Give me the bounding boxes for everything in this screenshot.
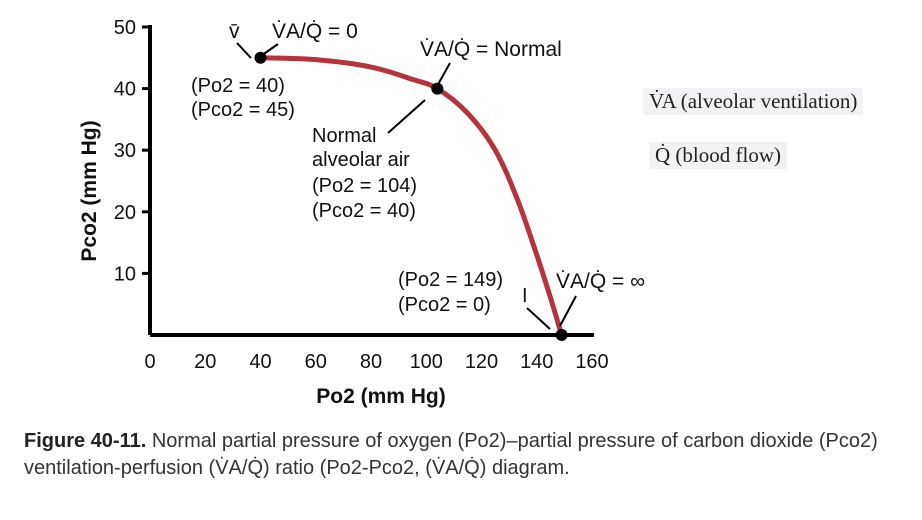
data-point-2 (555, 329, 568, 341)
inspired-po2-label: (Po2 = 149) (398, 269, 503, 291)
normal-pco2-label: (Pco2 = 40) (312, 200, 416, 222)
legend-alveolar-ventilation: V̇A (alveolar ventilation) (643, 88, 864, 115)
x-tick-label: 20 (194, 351, 216, 373)
x-tick-label: 40 (249, 351, 271, 373)
x-tick-label: 60 (305, 351, 327, 373)
venous-po2-label: (Po2 = 40) (191, 75, 285, 97)
po2-pco2-diagram: 10 20 30 40 50 0 20 40 60 80 100 120 140 160 Po2 (mm H… (78, 17, 645, 408)
normal-po2-label: (Po2 = 104) (312, 175, 417, 197)
data-point-1 (431, 82, 444, 95)
x-tick-label: 160 (575, 351, 608, 373)
normal-label-line1: Normal (312, 125, 376, 147)
leader-ratio-zero (257, 43, 279, 59)
point-label-inspired: I (522, 285, 528, 307)
caption-text: Normal partial pressure of oxygen (Po2)–… (24, 430, 878, 479)
ratio-label-zero: V̇A/Q̇ = 0 (272, 20, 358, 43)
leader-ratio-infinity (559, 295, 577, 327)
va-q-curve (258, 55, 565, 338)
y-tick-label: 50 (114, 17, 136, 39)
ratio-label-normal: V̇A/Q̇ = Normal (420, 38, 562, 61)
x-tick-label: 100 (410, 351, 443, 373)
y-tick-label: 20 (114, 202, 136, 224)
venous-pco2-label: (Pco2 = 45) (191, 99, 295, 121)
inspired-pco2-label: (Pco2 = 0) (398, 294, 491, 316)
x-axis-label: Po2 (mm Hg) (316, 385, 446, 408)
x-tick-label: 140 (520, 351, 553, 373)
leader-venous-label (236, 42, 252, 59)
y-tick-label: 10 (114, 263, 136, 285)
x-tick-label: 0 (144, 351, 155, 373)
figure-caption: Figure 40-11. Normal partial pressure of… (24, 428, 904, 482)
caption-label: Figure 40-11. (24, 430, 147, 452)
point-label-venous: v̄ (229, 20, 240, 43)
x-tick-label: 120 (465, 351, 498, 373)
normal-label-line2: alveolar air (312, 149, 410, 171)
y-tick-label: 40 (114, 79, 136, 101)
leader-ratio-normal (435, 62, 451, 89)
leader-inspired-label (526, 307, 551, 330)
x-tick-label: 80 (360, 351, 382, 373)
leader-normal-label (387, 99, 426, 134)
ratio-label-infinity: V̇A/Q̇ = ∞ (556, 270, 645, 293)
y-tick-label: 30 (114, 140, 136, 162)
y-axis-label: Pco2 (mm Hg) (78, 120, 101, 261)
legend-blood-flow: Q̇ (blood flow) (649, 142, 787, 169)
